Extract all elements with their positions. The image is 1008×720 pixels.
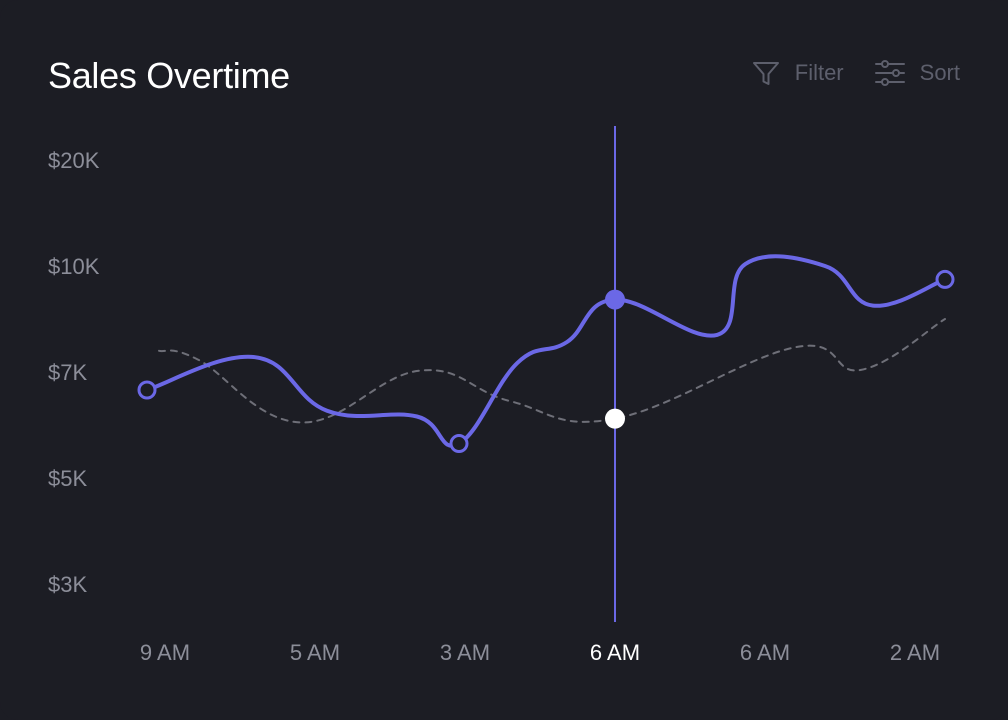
- y-tick-label: $5K: [48, 466, 87, 491]
- comparison-point-marker[interactable]: [605, 408, 625, 429]
- x-tick-label[interactable]: 9 AM: [140, 640, 190, 665]
- sales-series-line: [145, 254, 947, 448]
- y-tick-label: $20K: [48, 148, 100, 173]
- filter-label: Filter: [794, 60, 844, 85]
- sort-label: Sort: [919, 60, 960, 85]
- sort-button[interactable]: Sort: [874, 58, 960, 88]
- chart-toolbar: Filter Sort: [751, 58, 960, 88]
- y-tick-label: $10K: [48, 254, 100, 279]
- x-tick-label-active[interactable]: 6 AM: [590, 640, 640, 665]
- comparison-series-line: [158, 318, 946, 424]
- chart-title: Sales Overtime: [48, 55, 290, 96]
- x-tick-label[interactable]: 2 AM: [890, 640, 940, 665]
- filter-button[interactable]: Filter: [751, 58, 844, 88]
- data-point-marker[interactable]: [449, 434, 469, 454]
- x-tick-label[interactable]: 5 AM: [290, 640, 340, 665]
- data-point-marker[interactable]: [935, 269, 955, 289]
- active-data-point-marker[interactable]: [605, 289, 625, 310]
- sliders-icon: [874, 60, 905, 86]
- x-tick-label[interactable]: 3 AM: [440, 640, 490, 665]
- y-tick-label: $3K: [48, 572, 87, 597]
- funnel-icon: [752, 62, 779, 85]
- x-tick-label[interactable]: 6 AM: [740, 640, 790, 665]
- y-tick-label: $7K: [48, 360, 87, 385]
- data-point-marker[interactable]: [137, 380, 157, 400]
